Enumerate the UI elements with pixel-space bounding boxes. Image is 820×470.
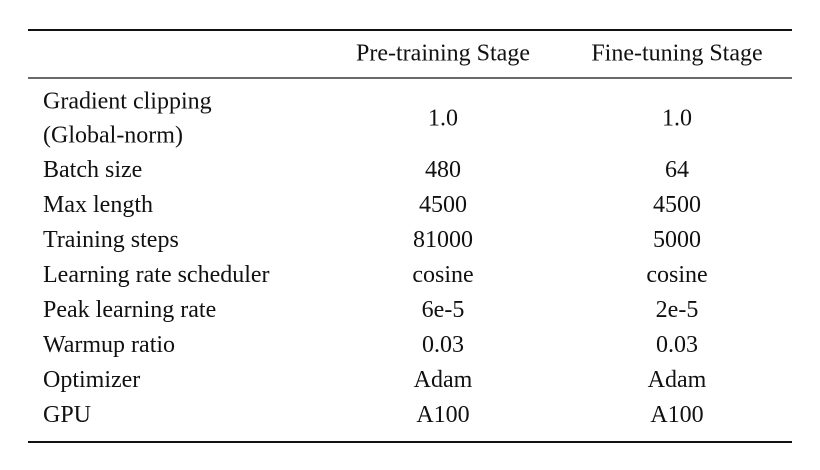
column-header: Fine-tuning Stage: [591, 41, 762, 67]
cell: A100: [416, 402, 469, 428]
cell: 2e-5: [656, 297, 699, 323]
cell: 4500: [419, 192, 467, 218]
row-label: Learning rate scheduler: [43, 262, 270, 288]
cell: 0.03: [656, 332, 698, 358]
cell: 0.03: [422, 332, 464, 358]
row-label: Batch size: [43, 157, 142, 183]
row-label: Optimizer: [43, 367, 140, 393]
cell: A100: [650, 402, 703, 428]
cell: 4500: [653, 192, 701, 218]
cell: 81000: [413, 227, 473, 253]
cell: 1.0: [662, 106, 692, 132]
cell: 480: [425, 157, 461, 183]
cell: 1.0: [428, 106, 458, 132]
cell: 6e-5: [422, 297, 465, 323]
row-label: GPU: [43, 402, 91, 428]
row-label: Warmup ratio: [43, 332, 175, 358]
cell: Adam: [414, 367, 473, 393]
column-header: Pre-training Stage: [356, 41, 530, 67]
cell: 5000: [653, 227, 701, 253]
cell: 64: [665, 157, 689, 183]
row-label: Gradient clipping: [43, 89, 212, 115]
cell: Adam: [648, 367, 707, 393]
row-label: Peak learning rate: [43, 297, 216, 323]
row-label: (Global-norm): [43, 123, 183, 149]
row-label: Training steps: [43, 227, 179, 253]
cell: cosine: [412, 262, 473, 288]
cell: cosine: [646, 262, 707, 288]
row-label: Max length: [43, 192, 153, 218]
